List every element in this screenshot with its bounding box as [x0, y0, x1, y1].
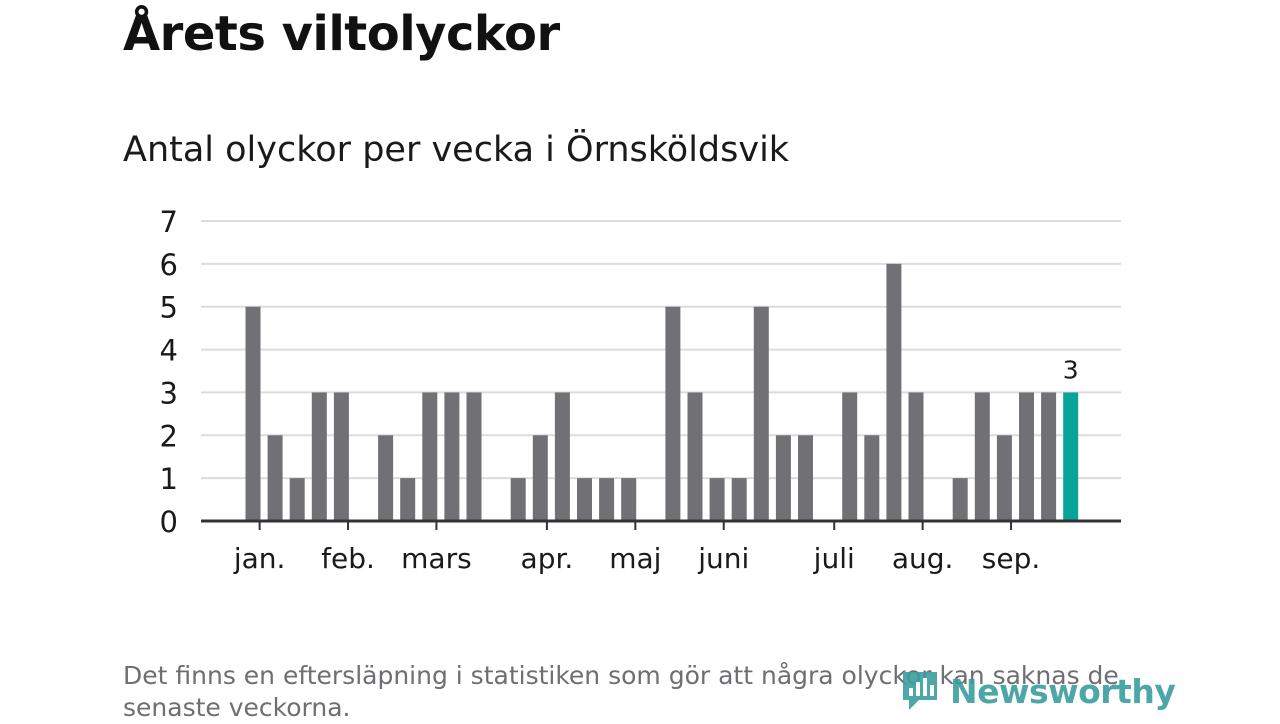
y-tick-label: 6 [160, 248, 178, 282]
bar [974, 392, 990, 521]
bar [952, 478, 968, 521]
bar [1041, 392, 1057, 521]
bar [267, 435, 283, 521]
bar [665, 306, 681, 521]
x-tick-label: juli [813, 542, 855, 575]
bar [378, 435, 394, 521]
bar [466, 392, 482, 521]
bar [311, 392, 327, 521]
bar [731, 478, 747, 521]
y-tick-label: 4 [160, 334, 178, 368]
bar [864, 435, 880, 521]
bar [996, 435, 1012, 521]
bar [532, 435, 548, 521]
bar [886, 263, 902, 521]
bar [1019, 392, 1034, 521]
bar [709, 478, 725, 521]
bar [687, 392, 703, 521]
bar [422, 392, 438, 521]
footnote: Det finns en eftersläpning i statistiken… [123, 661, 1119, 722]
highlight-data-label: 3 [1063, 355, 1079, 384]
bar [289, 478, 305, 521]
bar [577, 478, 592, 521]
bar [554, 392, 570, 521]
bar [798, 435, 813, 521]
bar [842, 392, 858, 521]
bar [775, 435, 791, 521]
bar [245, 306, 261, 521]
x-tick-label: mars [401, 542, 472, 575]
chart-title: Årets viltolyckor [123, 6, 560, 62]
x-tick-label: sep. [982, 542, 1041, 575]
x-tick-label: aug. [892, 542, 954, 575]
chart-subtitle: Antal olyckor per vecka i Örnsköldsvik [123, 130, 790, 170]
y-tick-label: 0 [160, 505, 178, 539]
x-tick-label: jan. [233, 542, 286, 575]
bar-highlight [1063, 392, 1079, 521]
bar [753, 306, 769, 521]
bar [510, 478, 526, 521]
bar [400, 478, 416, 521]
x-tick-label: apr. [521, 542, 574, 575]
brand: Newsworthy [900, 668, 1176, 714]
bar [908, 392, 924, 521]
bar [621, 478, 637, 521]
y-tick-label: 3 [160, 376, 178, 410]
newsworthy-logo-icon [903, 672, 937, 710]
bar [599, 478, 615, 521]
x-tick-label: maj [609, 542, 661, 575]
bar [444, 392, 460, 521]
y-tick-label: 2 [160, 419, 178, 453]
y-tick-label: 5 [160, 291, 178, 325]
brand-name: Newsworthy [950, 671, 1176, 711]
x-tick-label: feb. [321, 542, 375, 575]
x-tick-label: juni [697, 542, 749, 575]
y-tick-label: 1 [160, 462, 178, 496]
bar [333, 392, 349, 521]
y-tick-label: 7 [160, 205, 178, 239]
